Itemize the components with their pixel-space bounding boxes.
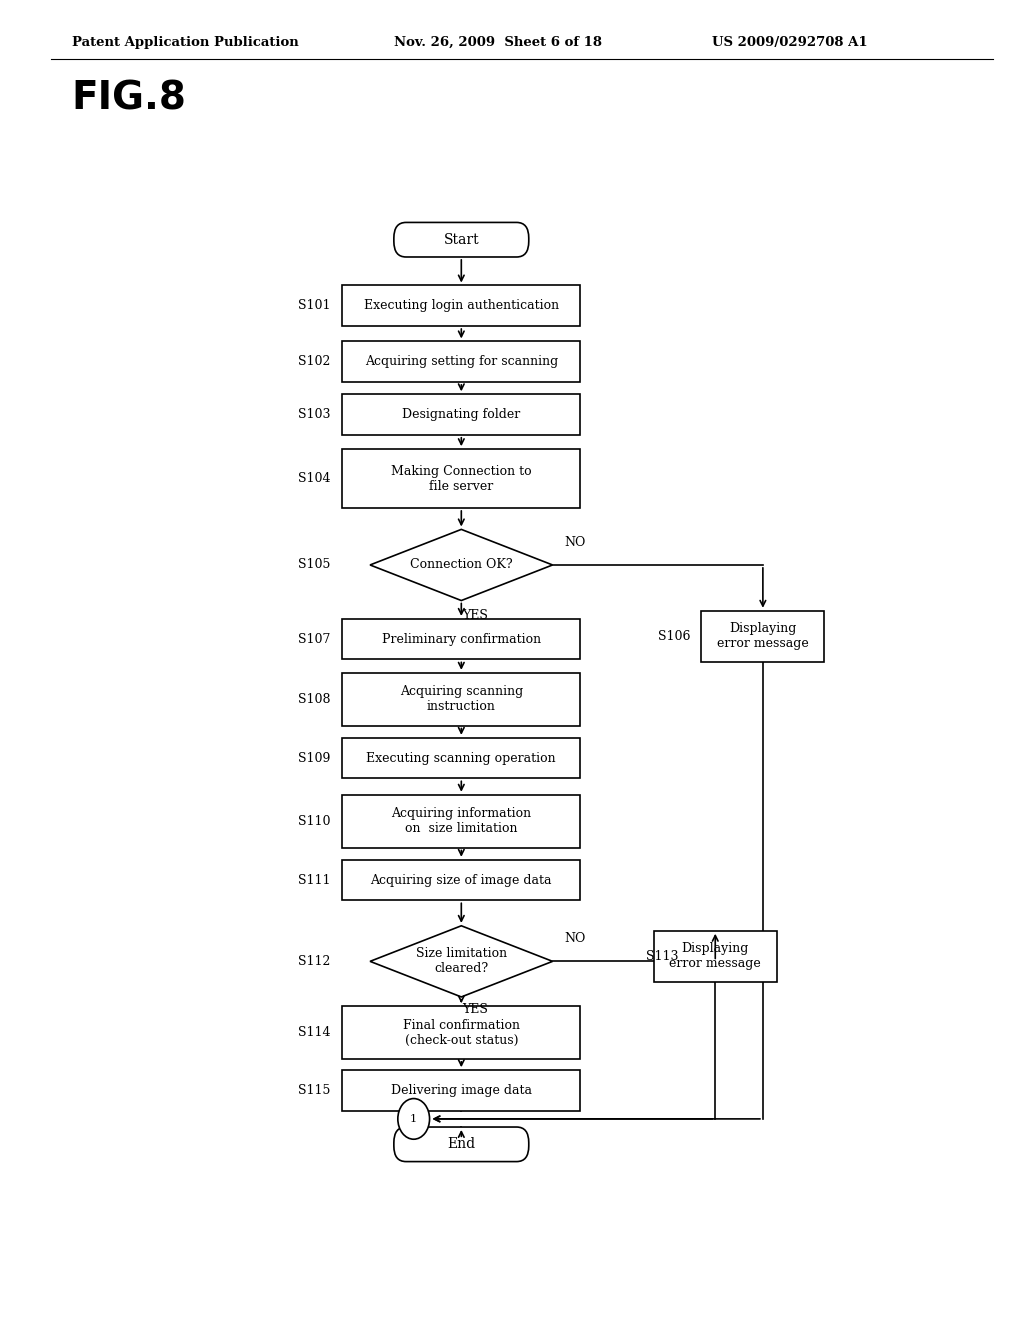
Text: Acquiring setting for scanning: Acquiring setting for scanning [365,355,558,368]
Text: Executing login authentication: Executing login authentication [364,300,559,313]
Text: S108: S108 [298,693,331,706]
Text: Delivering image data: Delivering image data [391,1084,531,1097]
Text: Nov. 26, 2009  Sheet 6 of 18: Nov. 26, 2009 Sheet 6 of 18 [394,36,602,49]
Text: FIG.8: FIG.8 [72,79,186,117]
Text: S109: S109 [298,751,331,764]
Text: Start: Start [443,232,479,247]
Text: Displaying
error message: Displaying error message [670,942,761,970]
FancyBboxPatch shape [342,795,581,847]
Text: US 2009/0292708 A1: US 2009/0292708 A1 [712,36,867,49]
FancyBboxPatch shape [342,673,581,726]
Text: Making Connection to
file server: Making Connection to file server [391,465,531,492]
FancyBboxPatch shape [342,395,581,434]
Polygon shape [370,925,553,997]
Polygon shape [370,529,553,601]
Text: Displaying
error message: Displaying error message [717,622,809,651]
Text: S101: S101 [298,300,331,313]
FancyBboxPatch shape [342,342,581,381]
Text: YES: YES [463,1003,488,1016]
FancyBboxPatch shape [342,449,581,508]
Text: Acquiring size of image data: Acquiring size of image data [371,874,552,887]
FancyBboxPatch shape [342,285,581,326]
Text: End: End [447,1138,475,1151]
FancyBboxPatch shape [701,611,824,661]
Text: S115: S115 [298,1084,331,1097]
Text: YES: YES [463,609,488,622]
Text: NO: NO [564,536,586,549]
Text: S110: S110 [298,814,331,828]
FancyBboxPatch shape [342,738,581,779]
Text: Acquiring information
on  size limitation: Acquiring information on size limitation [391,807,531,836]
Text: S107: S107 [298,632,331,645]
Text: S104: S104 [298,473,331,484]
Text: Size limitation
cleared?: Size limitation cleared? [416,948,507,975]
Text: S103: S103 [298,408,331,421]
Text: NO: NO [564,932,586,945]
Text: Patent Application Publication: Patent Application Publication [72,36,298,49]
FancyBboxPatch shape [342,619,581,660]
Text: S113: S113 [646,950,678,962]
Text: Connection OK?: Connection OK? [410,558,513,572]
Text: S114: S114 [298,1026,331,1039]
FancyBboxPatch shape [342,1071,581,1110]
FancyBboxPatch shape [394,223,528,257]
FancyBboxPatch shape [342,1006,581,1059]
Text: Designating folder: Designating folder [402,408,520,421]
Text: Executing scanning operation: Executing scanning operation [367,751,556,764]
FancyBboxPatch shape [342,859,581,900]
FancyBboxPatch shape [653,931,777,982]
Text: S105: S105 [298,558,331,572]
Text: Preliminary confirmation: Preliminary confirmation [382,632,541,645]
Circle shape [397,1098,430,1139]
FancyBboxPatch shape [394,1127,528,1162]
Text: 1: 1 [411,1114,417,1123]
Text: Final confirmation
(check-out status): Final confirmation (check-out status) [402,1019,520,1047]
Text: S112: S112 [298,954,331,968]
Text: S106: S106 [657,630,690,643]
Text: S111: S111 [298,874,331,887]
Text: Acquiring scanning
instruction: Acquiring scanning instruction [399,685,523,713]
Text: S102: S102 [298,355,331,368]
